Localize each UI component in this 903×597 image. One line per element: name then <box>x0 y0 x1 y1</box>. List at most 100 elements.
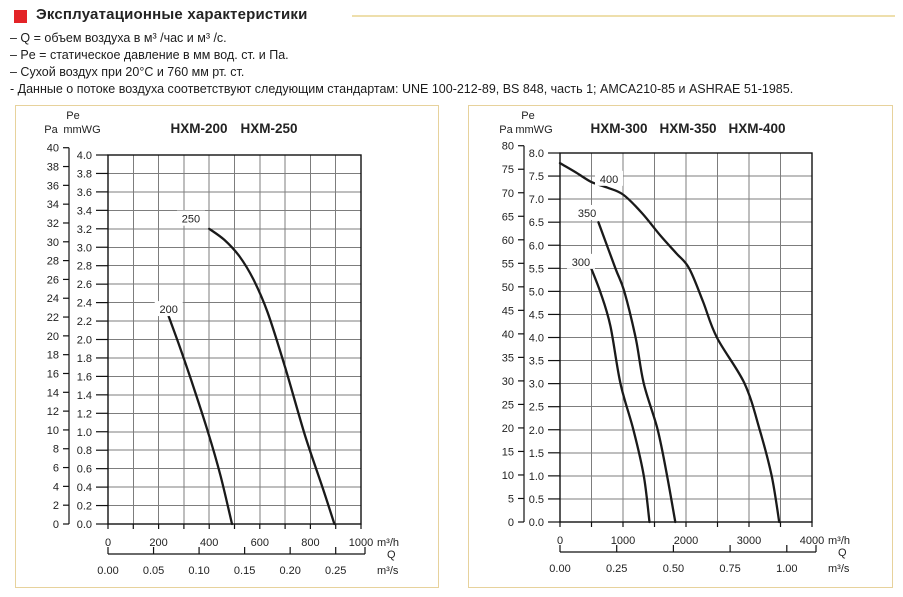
svg-text:0.15: 0.15 <box>234 565 255 577</box>
svg-text:30: 30 <box>502 376 514 388</box>
svg-text:55: 55 <box>502 258 514 270</box>
curve-label-250: 250 <box>176 210 205 226</box>
svg-text:20: 20 <box>502 423 514 435</box>
svg-text:HXM-400: HXM-400 <box>728 121 785 136</box>
svg-text:3.0: 3.0 <box>77 242 92 254</box>
svg-text:3000: 3000 <box>737 535 761 547</box>
svg-text:Pa: Pa <box>499 124 513 136</box>
y-axis-mmwg: 0.0 0.2 0.4 0.6 0.8 1.0 1.2 1.4 1.6 1.8 2.0 2.2 2.4 2… <box>77 150 108 531</box>
svg-text:7.5: 7.5 <box>529 171 544 183</box>
svg-text:50: 50 <box>502 282 514 294</box>
svg-text:350: 350 <box>578 208 596 220</box>
svg-text:20: 20 <box>47 331 59 343</box>
svg-text:1000: 1000 <box>349 537 373 549</box>
svg-text:Q: Q <box>387 549 396 561</box>
svg-text:3.4: 3.4 <box>77 205 92 217</box>
svg-text:1000: 1000 <box>611 535 635 547</box>
svg-text:3.8: 3.8 <box>77 168 92 180</box>
curve-label-350: 350 <box>573 204 602 220</box>
svg-text:300: 300 <box>572 257 590 269</box>
svg-text:5.5: 5.5 <box>529 263 544 275</box>
svg-text:22: 22 <box>47 312 59 324</box>
svg-text:0.6: 0.6 <box>77 464 92 476</box>
svg-text:0.0: 0.0 <box>77 519 92 531</box>
svg-text:24: 24 <box>47 293 59 305</box>
svg-text:28: 28 <box>47 256 59 268</box>
svg-text:2.8: 2.8 <box>77 261 92 273</box>
svg-text:5: 5 <box>508 493 514 505</box>
svg-text:600: 600 <box>251 537 269 549</box>
svg-text:0.50: 0.50 <box>663 563 684 575</box>
title-rule <box>352 15 895 17</box>
svg-text:6.0: 6.0 <box>529 240 544 252</box>
chart-title: HXM-300 HXM-350 HXM-400 <box>590 121 785 136</box>
svg-text:800: 800 <box>301 537 319 549</box>
svg-text:m³/s: m³/s <box>828 563 850 575</box>
svg-text:10: 10 <box>502 470 514 482</box>
svg-text:4: 4 <box>53 481 59 493</box>
svg-text:3.6: 3.6 <box>77 187 92 199</box>
svg-text:Q: Q <box>838 547 847 559</box>
svg-text:1.00: 1.00 <box>776 563 797 575</box>
svg-text:0.00: 0.00 <box>549 563 570 575</box>
svg-text:18: 18 <box>47 350 59 362</box>
svg-text:12: 12 <box>47 406 59 418</box>
svg-text:0.2: 0.2 <box>77 501 92 513</box>
svg-text:25: 25 <box>502 399 514 411</box>
svg-text:16: 16 <box>47 368 59 380</box>
svg-text:5.0: 5.0 <box>529 286 544 298</box>
svg-text:1.5: 1.5 <box>529 448 544 460</box>
svg-text:38: 38 <box>47 162 59 174</box>
curve-label-400: 400 <box>595 170 624 186</box>
svg-text:0.8: 0.8 <box>77 445 92 457</box>
svg-text:400: 400 <box>200 537 218 549</box>
svg-text:m³/h: m³/h <box>377 537 399 549</box>
svg-text:1.0: 1.0 <box>529 471 544 483</box>
svg-text:4.0: 4.0 <box>77 150 92 162</box>
spec-bullet-pe: – Pe = статическое давление в мм вод. ст… <box>10 48 289 62</box>
svg-text:7.0: 7.0 <box>529 194 544 206</box>
curve-300 <box>590 267 651 524</box>
curve-350 <box>597 221 677 524</box>
spec-bullet-dry-air: – Сухой воздух при 20°C и 760 мм рт. ст. <box>10 65 245 79</box>
svg-text:200: 200 <box>160 304 178 316</box>
svg-text:75: 75 <box>502 164 514 176</box>
q-axis-m3s: 0.00 0.25 0.50 0.75 1.00 Qm³/s <box>549 545 850 575</box>
svg-text:70: 70 <box>502 188 514 200</box>
curve-200 <box>167 315 234 526</box>
svg-text:8.0: 8.0 <box>529 148 544 160</box>
chart-panel-hxm-300-350-400: 0.0 0.5 1.0 1.5 2.0 2.5 3.0 3.5 4.0 4.5 5.0 5.5 6.0 6… <box>468 105 893 588</box>
svg-text:3.2: 3.2 <box>77 224 92 236</box>
svg-text:0.05: 0.05 <box>143 565 164 577</box>
svg-text:2.2: 2.2 <box>77 316 92 328</box>
svg-text:HXM-200: HXM-200 <box>170 121 227 136</box>
svg-text:4.0: 4.0 <box>529 333 544 345</box>
svg-text:6: 6 <box>53 463 59 475</box>
svg-text:40: 40 <box>502 329 514 341</box>
svg-text:0.25: 0.25 <box>325 565 346 577</box>
svg-text:0: 0 <box>557 535 563 547</box>
svg-text:1.8: 1.8 <box>77 353 92 365</box>
svg-text:1.4: 1.4 <box>77 390 92 402</box>
x-axis-m3h: 0 1000 2000 3000 4000 m³/h <box>557 522 850 547</box>
svg-text:1.0: 1.0 <box>77 427 92 439</box>
svg-text:0.25: 0.25 <box>606 563 627 575</box>
svg-text:HXM-300: HXM-300 <box>590 121 647 136</box>
svg-text:200: 200 <box>149 537 167 549</box>
svg-text:45: 45 <box>502 305 514 317</box>
svg-text:26: 26 <box>47 274 59 286</box>
svg-text:3.5: 3.5 <box>529 356 544 368</box>
spec-bullets: – Q = объем воздуха в м³ /час и м³ /с. –… <box>10 30 793 98</box>
svg-text:0.20: 0.20 <box>279 565 300 577</box>
svg-text:4000: 4000 <box>800 535 824 547</box>
curve-label-300: 300 <box>566 253 595 269</box>
svg-text:0.0: 0.0 <box>529 517 544 529</box>
svg-text:0.5: 0.5 <box>529 494 544 506</box>
svg-text:mmWG: mmWG <box>515 124 552 136</box>
svg-text:65: 65 <box>502 211 514 223</box>
svg-text:2000: 2000 <box>674 535 698 547</box>
curve-label-200: 200 <box>154 301 183 317</box>
svg-text:250: 250 <box>182 214 200 226</box>
svg-text:14: 14 <box>47 387 59 399</box>
